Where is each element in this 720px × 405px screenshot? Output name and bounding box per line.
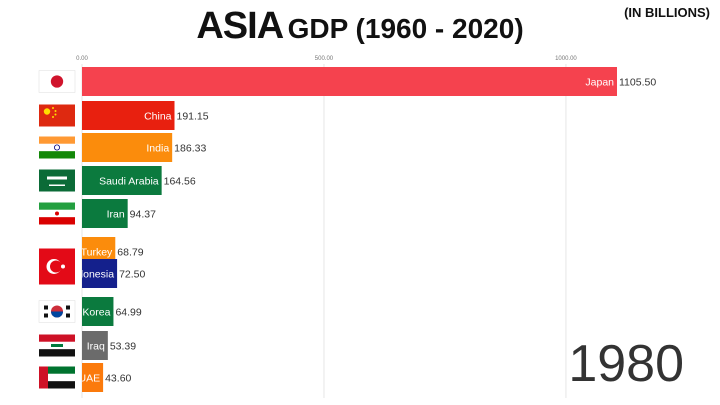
bar-label-iraq: Iraq xyxy=(87,341,105,353)
value-label-saudi-arabia: 164.56 xyxy=(164,176,196,188)
unit-label: (IN BILLIONS) xyxy=(624,5,710,20)
bar-japan xyxy=(82,67,617,96)
bar-label-korea: Korea xyxy=(82,307,110,319)
iran-flag xyxy=(39,202,75,225)
bar-label-china: China xyxy=(144,111,172,123)
value-label-iran: 94.37 xyxy=(130,209,156,221)
south-korea-flag xyxy=(38,300,76,323)
bar-indonesia xyxy=(82,259,118,288)
x-tick-label-2: 1000.00 xyxy=(555,56,577,62)
x-tick-label-1: 500.00 xyxy=(315,56,334,62)
turkey-flag xyxy=(39,248,75,285)
japan-flag xyxy=(38,70,76,93)
bar-label-indonesia: Indonesia xyxy=(69,269,115,281)
bar-iran xyxy=(82,199,128,228)
bar-label-turkey: Turkey xyxy=(81,247,113,259)
title-main: ASIA xyxy=(196,5,284,47)
saudi-arabia-flag xyxy=(39,169,75,192)
value-label-iraq: 53.39 xyxy=(110,341,136,353)
bar-label-saudi-arabia: Saudi Arabia xyxy=(99,176,159,188)
bar-label-india: India xyxy=(146,143,169,155)
value-label-turkey: 68.79 xyxy=(117,247,143,259)
bar-iraq xyxy=(82,331,108,360)
bar-label-japan: Japan xyxy=(585,77,614,89)
value-label-uae: 43.60 xyxy=(105,373,131,385)
year-label: 1980 xyxy=(568,335,684,393)
x-tick-label-0: 0.00 xyxy=(76,56,88,62)
title-rest: GDP (1960 - 2020) xyxy=(287,13,524,44)
bar-uae xyxy=(82,363,104,392)
bar-korea xyxy=(82,297,114,326)
bar-china xyxy=(82,101,175,130)
chart-title: ASIA GDP (1960 - 2020) xyxy=(0,2,720,58)
bar-india xyxy=(82,133,173,162)
value-label-india: 186.33 xyxy=(174,143,206,155)
bar-label-uae: UAE xyxy=(79,373,101,385)
uae-flag xyxy=(39,366,75,389)
value-label-indonesia: 72.50 xyxy=(119,269,145,281)
china-flag xyxy=(39,104,75,127)
bar-saudi-arabia xyxy=(82,166,162,195)
value-label-china: 191.15 xyxy=(177,111,209,123)
iraq-flag xyxy=(39,334,75,357)
bar-label-iran: Iran xyxy=(107,209,125,221)
value-label-korea: 64.99 xyxy=(115,307,141,319)
india-flag xyxy=(39,136,75,159)
value-label-japan: 1105.50 xyxy=(619,77,656,89)
